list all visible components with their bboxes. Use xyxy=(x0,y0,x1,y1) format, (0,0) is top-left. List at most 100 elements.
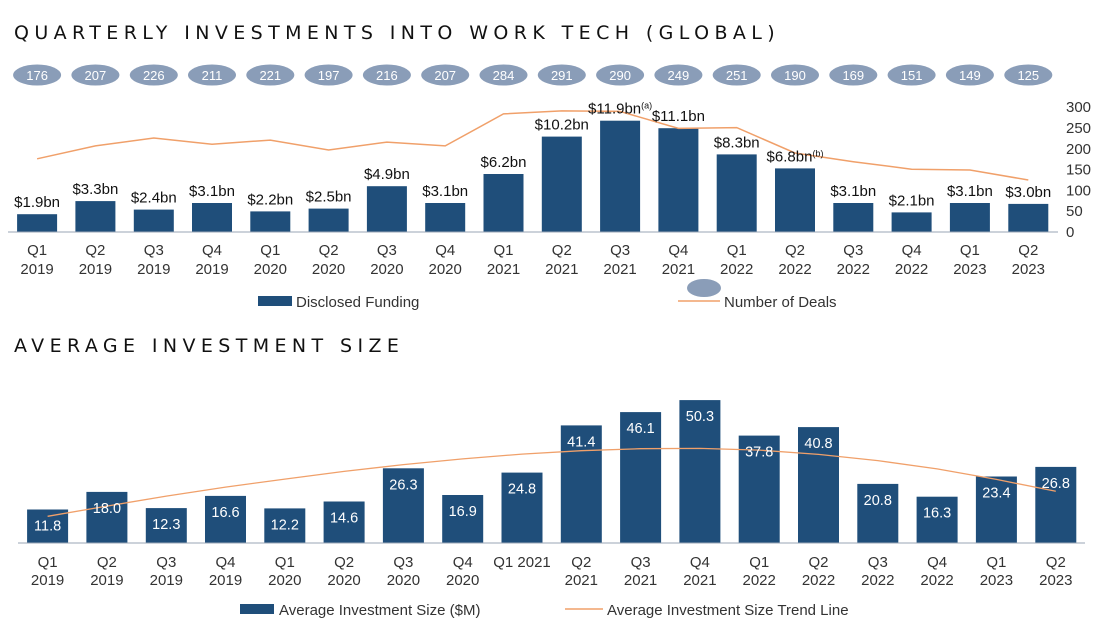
deal-count-label: 226 xyxy=(143,68,165,83)
funding-bar xyxy=(192,203,232,232)
deal-count-label: 211 xyxy=(202,68,223,83)
chart1-title: QUARTERLY INVESTMENTS INTO WORK TECH (GL… xyxy=(14,22,780,44)
deal-pill xyxy=(771,64,819,86)
avg-size-bar xyxy=(27,509,69,543)
x-tick-quarter: Q4 xyxy=(435,242,455,259)
avg-size-bar xyxy=(145,508,187,543)
funding-bar xyxy=(133,209,174,232)
x-tick-quarter: Q1 xyxy=(27,242,47,259)
deal-pill xyxy=(537,64,586,86)
avg-size-label: 26.3 xyxy=(389,477,417,493)
x-tick-year: 2022 xyxy=(895,261,928,278)
x-tick-year: 2020 xyxy=(254,261,287,278)
x-tick-quarter: Q2 xyxy=(571,554,591,571)
funding-bar xyxy=(75,201,116,232)
funding-label: $11.9bn(a) xyxy=(588,101,652,118)
deal-pill xyxy=(421,64,470,86)
y2-tick: 250 xyxy=(1066,120,1091,137)
legend-trend-label: Average Investment Size Trend Line xyxy=(607,602,849,619)
deal-pill xyxy=(362,64,411,86)
funding-bar xyxy=(483,174,524,232)
funding-label: $8.3bn xyxy=(714,134,760,151)
x-tick-year: 2021 xyxy=(545,261,578,278)
funding-label: $10.2bn xyxy=(535,117,589,134)
x-tick-year: 2020 xyxy=(312,261,345,278)
funding-bar xyxy=(775,168,815,232)
x-tick-quarter: Q4 xyxy=(453,554,473,571)
deal-count-label: 207 xyxy=(434,68,456,83)
x-tick-quarter: Q1 xyxy=(260,242,280,259)
deal-pill xyxy=(887,64,936,86)
funding-bar xyxy=(425,203,466,232)
x-tick-quarter: Q2 xyxy=(334,554,354,571)
avg-size-bar xyxy=(916,496,958,543)
avg-size-bar xyxy=(560,425,602,543)
deal-pill xyxy=(596,64,645,86)
funding-label: $3.1bn xyxy=(830,183,876,200)
funding-bar xyxy=(366,186,407,232)
x-tick-quarter: Q2 xyxy=(808,554,828,571)
deals-line xyxy=(36,110,1029,181)
x-tick-quarter: Q1 xyxy=(960,242,980,259)
legend-funding-label: Disclosed Funding xyxy=(296,294,419,311)
x-tick-year: 2022 xyxy=(743,572,776,589)
deal-pill xyxy=(829,64,878,86)
x-tick-year: 2022 xyxy=(778,261,811,278)
chart2-title: AVERAGE INVESTMENT SIZE xyxy=(14,335,404,357)
x-tick-year: 2021 xyxy=(603,261,636,278)
x-tick-quarter: Q2 xyxy=(785,242,805,259)
funding-label: $1.9bn xyxy=(14,194,60,211)
avg-size-label: 11.8 xyxy=(34,519,61,535)
avg-size-label: 41.4 xyxy=(567,434,595,450)
x-tick-year: 2021 xyxy=(624,572,657,589)
funding-bar xyxy=(891,212,932,232)
x-tick-year: 2023 xyxy=(980,572,1013,589)
legend-pill-swatch xyxy=(687,279,721,297)
x-tick-year: 2021 xyxy=(662,261,695,278)
deal-pill xyxy=(71,64,120,86)
funding-bar xyxy=(949,203,990,232)
deal-count-pills: 176 207 226 211 221 197 216 207 284 291 290 249 251 1… xyxy=(13,64,1053,86)
avg-size-bar xyxy=(501,472,543,543)
avg-size-label: 46.1 xyxy=(626,421,654,437)
avg-size-bar xyxy=(323,501,365,543)
avg-size-label: 14.6 xyxy=(330,511,358,527)
x-tick-year: 2020 xyxy=(429,261,462,278)
x-tick-quarter: Q1 2021 xyxy=(493,554,551,571)
funding-bar xyxy=(716,154,757,232)
funding-bars xyxy=(17,120,1049,232)
x-tick-quarter: Q3 xyxy=(377,242,397,259)
x-tick-quarter: Q2 xyxy=(85,242,105,259)
funding-label: $3.0bn xyxy=(1005,184,1051,201)
x-tick-quarter: Q3 xyxy=(631,554,651,571)
avg-size-bar xyxy=(857,483,899,543)
funding-bar xyxy=(658,128,699,232)
avg-size-label: 20.8 xyxy=(864,493,892,509)
deal-count-label: 221 xyxy=(259,68,281,83)
x-tick-year: 2022 xyxy=(920,572,953,589)
x-tick-quarter: Q3 xyxy=(868,554,888,571)
legend-deals-label: Number of Deals xyxy=(724,294,837,311)
deal-pill xyxy=(479,64,528,86)
funding-bar xyxy=(17,214,58,232)
x-tick-quarter: Q1 xyxy=(275,554,295,571)
x-tick-year: 2022 xyxy=(837,261,870,278)
avg-size-label: 16.3 xyxy=(923,506,951,522)
x-tick-year: 2020 xyxy=(327,572,360,589)
deal-count-label: 291 xyxy=(551,68,573,83)
deal-pill xyxy=(304,64,353,86)
legend-avg-label: Average Investment Size ($M) xyxy=(279,602,480,619)
funding-bar xyxy=(250,211,291,232)
x-tick-year: 2023 xyxy=(1012,261,1045,278)
funding-label: $4.9bn xyxy=(364,166,410,183)
x-tick-year: 2019 xyxy=(195,261,228,278)
x-tick-year: 2022 xyxy=(802,572,835,589)
avg-size-bars xyxy=(27,400,1077,543)
funding-label: $2.4bn xyxy=(131,190,177,207)
deal-count-label: 216 xyxy=(376,68,398,83)
deal-pill xyxy=(188,64,236,86)
deal-pill xyxy=(1004,64,1053,86)
avg-size-label: 16.6 xyxy=(211,505,239,521)
funding-label: $2.2bn xyxy=(247,191,293,208)
